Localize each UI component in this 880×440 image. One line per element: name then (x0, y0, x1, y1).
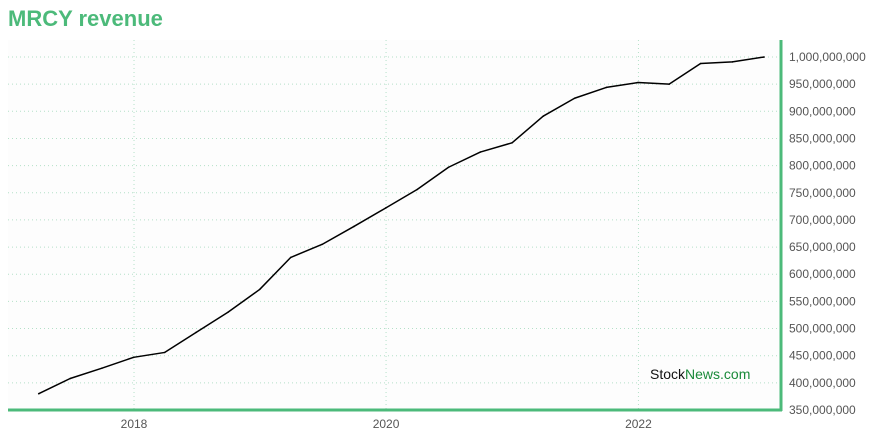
data-point (195, 331, 197, 334)
data-point (101, 367, 103, 369)
data-point (132, 356, 135, 359)
data-point (668, 83, 670, 85)
data-point (37, 392, 40, 395)
data-point (573, 97, 576, 100)
data-point (163, 351, 166, 354)
y-tick-label: 550,000,000 (789, 294, 856, 308)
data-point (637, 81, 639, 84)
data-point (289, 256, 292, 259)
data-point (479, 151, 482, 153)
plot-background (8, 40, 780, 410)
data-point (731, 61, 734, 63)
data-point (258, 288, 261, 291)
y-tick-label: 650,000,000 (789, 240, 856, 254)
y-tick-label: 750,000,000 (789, 186, 856, 200)
data-point (227, 311, 229, 314)
y-tick-label: 950,000,000 (789, 77, 856, 91)
y-tick-label: 700,000,000 (789, 213, 856, 227)
revenue-line (38, 56, 765, 395)
data-point (763, 56, 765, 58)
y-tick-label: 400,000,000 (789, 376, 856, 390)
data-point (321, 243, 323, 246)
y-tick-label: 850,000,000 (789, 131, 856, 145)
x-tick-labels: 2018 2020 2022 (121, 417, 652, 431)
x-tick-label: 2020 (373, 417, 400, 431)
chart-title: MRCY revenue (8, 6, 163, 31)
y-tick-label: 1,000,000,000 (789, 50, 866, 64)
data-point (542, 115, 544, 117)
data-point (699, 62, 702, 65)
y-tick-label: 350,000,000 (789, 403, 856, 417)
y-tick-label: 900,000,000 (789, 104, 856, 118)
data-point (384, 207, 387, 209)
data-point (69, 377, 71, 380)
watermark-stock: Stock (650, 366, 686, 382)
watermark-com: .com (720, 366, 750, 382)
gridlines (8, 40, 780, 411)
data-point (416, 188, 418, 191)
y-tick-label: 600,000,000 (789, 267, 856, 281)
x-tick-label: 2022 (625, 417, 652, 431)
data-point (511, 142, 513, 144)
watermark: StockNews.com (650, 366, 750, 382)
x-tick-label: 2018 (121, 417, 148, 431)
y-tick-label: 450,000,000 (789, 349, 856, 363)
y-tick-label: 800,000,000 (789, 159, 856, 173)
data-point (447, 166, 450, 169)
watermark-news: News (685, 366, 720, 382)
data-point (353, 225, 355, 228)
data-points (37, 56, 765, 395)
y-tick-label: 500,000,000 (789, 322, 856, 336)
y-tick-labels: 350,000,000 400,000,000 450,000,000 500,000… (789, 50, 866, 417)
data-point (605, 86, 608, 89)
